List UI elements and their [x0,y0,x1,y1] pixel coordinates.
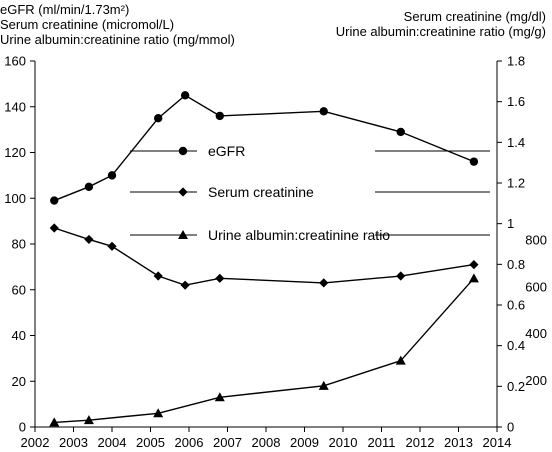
x-tick-label: 2012 [406,435,435,450]
acr-point [468,273,479,283]
right-tick-label-creatinine: 1.8 [507,54,525,69]
left-tick-label: 60 [12,282,26,297]
left-tick-label: 80 [12,237,26,252]
x-tick-label: 2004 [98,435,127,450]
x-tick-label: 2011 [368,435,396,450]
x-tick-label: 2008 [252,435,281,450]
right-tick-label-acr: 600 [525,279,547,294]
x-tick-label: 2013 [444,435,473,450]
acr-point [318,380,329,390]
x-tick-label: 2005 [136,435,165,450]
egfr-point [180,91,190,100]
left-axis-label-creatinine: Serum creatinine (micromol/L) [0,17,175,32]
right-tick-label-creatinine: 1.2 [507,176,525,191]
left-axis-label-acr: Urine albumin:creatinine ratio (mg/mmol) [0,32,235,47]
legend-diamond-marker [178,187,188,197]
left-tick-label: 120 [4,145,26,160]
right-tick-label-creatinine: 1.6 [507,94,525,109]
egfr-point [319,107,328,116]
creatinine-point [180,280,190,290]
egfr-point [469,157,479,166]
right-tick-label-creatinine: 0 [507,420,514,435]
acr-point [49,417,60,427]
creatinine-point [107,241,117,251]
right-tick-label-creatinine: 0.2 [507,379,525,394]
left-tick-label: 160 [4,54,26,69]
legend-label: eGFR [208,143,245,159]
acr-point [395,355,406,365]
creatinine-point [469,259,479,270]
right-tick-label-acr: 400 [525,326,547,341]
creatinine-point [84,234,94,245]
egfr-point [154,113,163,123]
left-tick-label: 0 [19,420,26,435]
legend-label: Serum creatinine [208,184,314,200]
right-axis-label-acr: Urine albumin:creatinine ratio (mg/g) [335,24,546,39]
left-tick-label: 140 [4,99,26,114]
left-axis-label-egfr: eGFR (ml/min/1.73m²) [0,2,130,17]
right-axis-header: Serum creatinine (mg/dl) Urine albumin:c… [336,9,546,39]
creatinine-point [153,271,163,281]
right-tick-label-creatinine: 1 [507,216,514,231]
egfr-point [215,111,224,121]
egfr-point [396,127,405,137]
creatinine-point [215,273,225,283]
legend-circle-marker [178,146,188,156]
x-tick-label: 2009 [290,435,319,450]
acr-point [153,408,164,418]
acr-point [214,392,225,402]
right-axis-label-creatinine: Serum creatinine (mg/dl) [403,9,546,24]
right-tick-label-acr: 800 [525,233,547,248]
x-tick-label: 2010 [329,435,358,450]
creatinine-point [49,223,59,233]
right-tick-label-creatinine: 0.8 [507,257,525,272]
legend-triangle-marker [178,230,188,239]
creatinine-point [396,271,406,281]
right-tick-label-creatinine: 1.4 [507,135,525,150]
egfr-point [107,171,117,180]
left-tick-label: 20 [12,374,26,389]
series-line-2 [54,277,475,424]
egfr-point [84,182,94,192]
x-tick-label: 2007 [213,435,242,450]
right-tick-label-acr: 200 [525,373,547,388]
left-tick-label: 100 [4,191,26,206]
left-axis-header: eGFR (ml/min/1.73m²) Serum creatinine (m… [0,2,235,47]
acr-point [83,415,94,425]
right-tick-label-creatinine: 0.4 [507,338,525,353]
x-tick-label: 2014 [483,435,512,450]
x-tick-label: 2002 [21,435,50,450]
left-tick-label: 40 [12,328,26,343]
x-tick-label: 2003 [59,435,88,450]
right-tick-label-creatinine: 0.6 [507,298,525,313]
x-tick-label: 2006 [175,435,204,450]
creatinine-point [319,278,329,288]
legend-label: Urine albumin:creatinine ratio [208,227,390,243]
egfr-point [50,196,59,205]
